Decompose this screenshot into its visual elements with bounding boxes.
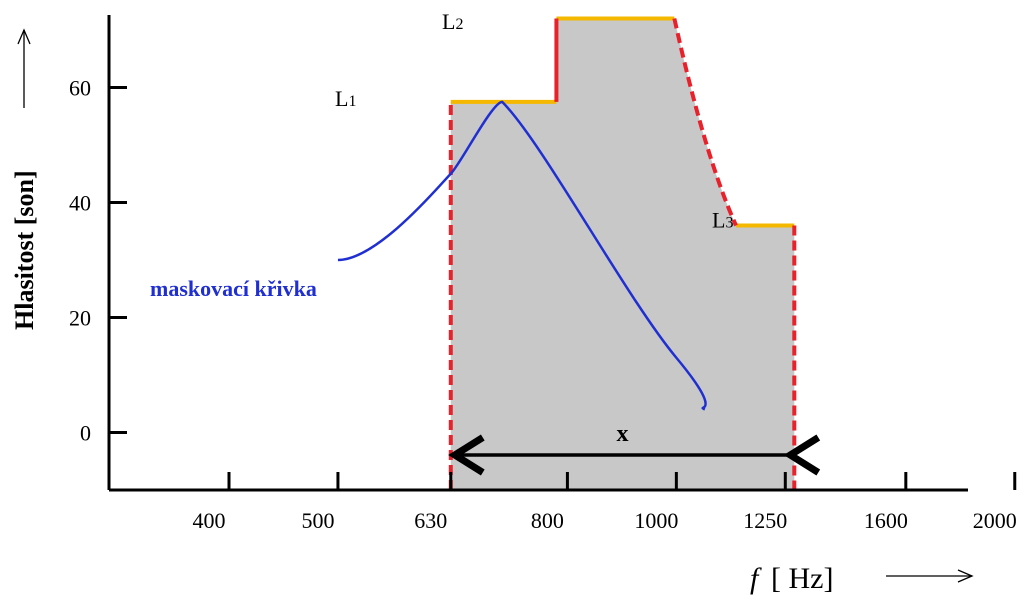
bandwidth-label: x: [617, 421, 629, 447]
level-label-1: L1: [335, 86, 356, 111]
plot-area: 0 20 40 60 400 500 630 800 1000 1250 1600 2000 L1 L2 L…: [69, 9, 1017, 533]
level-label-2: L2: [442, 9, 463, 34]
x-tick-label: 1250: [743, 508, 787, 533]
y-tick-label: 0: [80, 421, 91, 446]
x-tick-label: 400: [193, 508, 226, 533]
x-tick-label: 500: [301, 508, 334, 533]
x-tick-label: 2000: [973, 508, 1017, 533]
level-label-3: L3: [712, 208, 733, 233]
y-tick-label: 60: [69, 76, 91, 101]
x-axis-unit: [ Hz]: [771, 562, 833, 595]
x-tick-label: 630: [414, 508, 447, 533]
x-tick-label: 1600: [864, 508, 908, 533]
masking-curve-label: maskovací křivka: [150, 276, 317, 301]
y-tick-label: 40: [69, 191, 91, 216]
loudness-area: [450, 18, 795, 490]
y-axis-label: Hlasitost [son]: [10, 170, 39, 330]
edge-slope: [672, 18, 738, 227]
y-axis-arrow: [17, 28, 31, 108]
masking-curve: [337, 100, 707, 411]
x-tick-label: 1000: [634, 508, 678, 533]
x-axis-arrow: [886, 569, 974, 583]
x-tick-label: 800: [531, 508, 564, 533]
y-tick-label: 20: [69, 306, 91, 331]
x-axis-symbol: f: [750, 562, 762, 595]
